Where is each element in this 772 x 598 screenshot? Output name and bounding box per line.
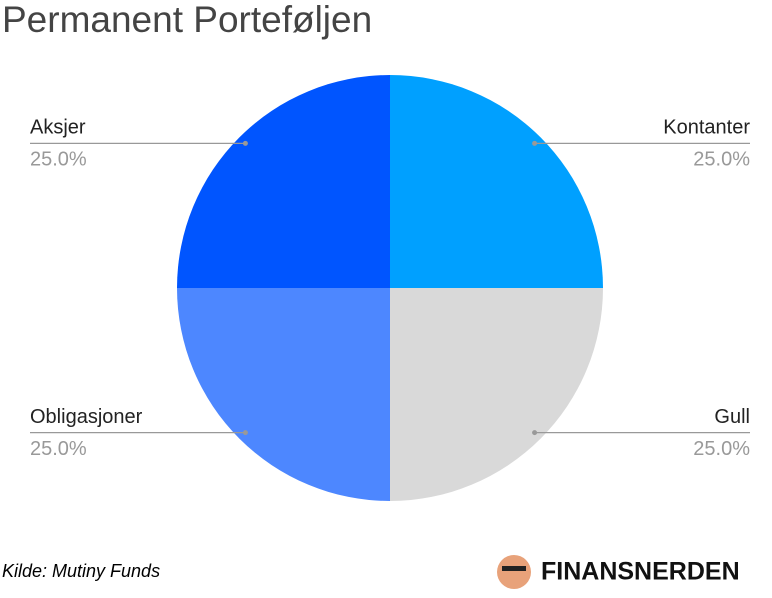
leader-dot bbox=[532, 430, 538, 436]
slice-label: Kontanter bbox=[663, 117, 750, 139]
pie-slice bbox=[177, 75, 390, 288]
leader-dot bbox=[532, 140, 538, 146]
slice-label: Obligasjoner bbox=[30, 406, 143, 428]
slice-value-label: 25.0% bbox=[693, 438, 750, 460]
logo-icon bbox=[497, 555, 531, 589]
brand-logo: FINANSNERDEN bbox=[497, 555, 740, 589]
slice-label: Aksjer bbox=[30, 117, 86, 139]
leader-dot bbox=[242, 430, 248, 436]
slice-value-label: 25.0% bbox=[30, 149, 87, 171]
slice-value-label: 25.0% bbox=[30, 438, 87, 460]
pie-slice bbox=[177, 288, 390, 501]
pie-slice bbox=[390, 288, 603, 501]
slice-value-label: 25.0% bbox=[693, 149, 750, 171]
leader-dot bbox=[242, 140, 248, 146]
brand-name: FINANSNERDEN bbox=[541, 558, 740, 586]
slice-label: Gull bbox=[714, 406, 750, 428]
chart-title: Permanent Porteføljen bbox=[2, 0, 372, 40]
logo-glasses bbox=[502, 566, 526, 571]
source-note: Kilde: Mutiny Funds bbox=[2, 561, 160, 581]
pie-slice bbox=[390, 75, 603, 288]
